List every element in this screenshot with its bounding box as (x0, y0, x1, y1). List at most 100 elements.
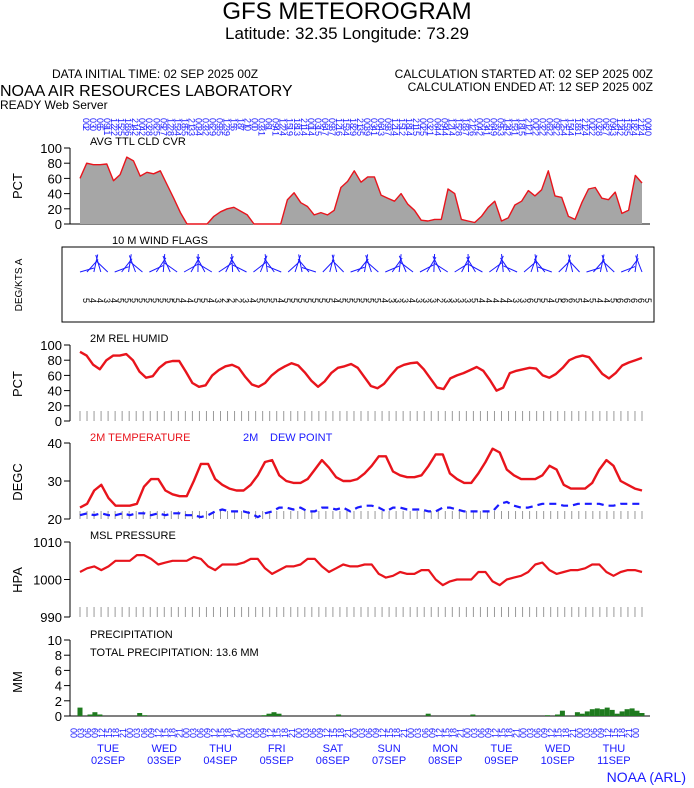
cloud-value-label: 13 (292, 126, 302, 136)
day-label: TUE (491, 743, 513, 755)
prec-bar (271, 712, 277, 716)
top-hour-label: 15 (453, 118, 463, 128)
top-hour-label: 00 (81, 118, 91, 128)
bottom-hour-label: 00 (406, 728, 416, 738)
date-label: 05SEP (260, 755, 294, 767)
bottom-hour-label: 06 (252, 728, 262, 738)
wind-speed-label: 4 (497, 298, 507, 303)
cloud-value-label: 55 (179, 126, 189, 136)
cloud-value-label: 14 (404, 126, 414, 136)
bottom-hour-label: 15 (273, 728, 283, 738)
wind-speed-label: 5 (123, 298, 133, 303)
cloud-value-label: 26 (467, 126, 477, 136)
bottom-hour-label: 03 (413, 728, 423, 738)
rh-title: 2M REL HUMID (90, 333, 168, 345)
top-hour-label: 18 (179, 118, 189, 128)
calc-started-label: CALCULATION STARTED AT: 02 SEP 2025 00Z (394, 67, 653, 81)
wind-barb (301, 267, 317, 273)
wind-speed-label: 3 (421, 298, 431, 303)
day-label: MON (432, 743, 458, 755)
bottom-hour-label: 15 (610, 728, 620, 738)
wind-speed-label: 5 (574, 298, 584, 303)
top-hour-label: 03 (257, 118, 267, 128)
prec-bar (77, 707, 83, 716)
bottom-hour-label: 03 (188, 728, 198, 738)
wind-speed-label: 6 (525, 298, 535, 303)
top-hour-label: 15 (116, 118, 126, 128)
wind-speed-label: 5 (296, 298, 306, 303)
bottom-hour-label: 12 (603, 728, 613, 738)
top-hour-label: 18 (460, 118, 470, 128)
wind-barb (218, 262, 233, 273)
prec-title: PRECIPITATION (90, 629, 173, 641)
wind-barb (298, 254, 303, 273)
bottom-hour-label: 09 (315, 728, 325, 738)
server-name: READY Web Server (0, 98, 108, 112)
cloud-value-label: 31 (257, 126, 267, 136)
wind-barb (267, 265, 282, 273)
temp-legend: 2M TEMPERATURE (90, 432, 190, 444)
cloud-value-label: 31 (510, 126, 520, 136)
day-label: SAT (323, 743, 344, 755)
bottom-hour-label: 00 (294, 728, 304, 738)
bottom-hour-label: 06 (83, 728, 93, 738)
cloud-value-label: 7 (236, 126, 246, 131)
wind-speed-label: 6 (622, 298, 632, 303)
bottom-hour-label: 18 (167, 728, 177, 738)
top-hour-label: 21 (524, 118, 534, 128)
wind-barb (635, 255, 643, 273)
bottom-hour-label: 21 (343, 728, 353, 738)
wind-speed-label: 4 (483, 298, 493, 303)
wind-barb (163, 262, 178, 273)
wind-speed-label: 5 (282, 298, 292, 303)
wind-speed-label: 5 (254, 298, 264, 303)
wind-speed-label: 4 (581, 298, 591, 303)
prec-bar (629, 708, 635, 716)
cloud-value-label: 27 (601, 126, 611, 136)
rh-tick-label: 40 (48, 384, 62, 399)
wind-barb (621, 266, 636, 273)
wind-barb (454, 263, 469, 273)
cloud-value-label: 43 (608, 126, 618, 136)
bottom-hour-label: 03 (469, 728, 479, 738)
bottom-hour-label: 00 (69, 728, 79, 738)
day-label: SUN (377, 743, 400, 755)
top-hour-label: 18 (573, 118, 583, 128)
dewpoint-line (79, 500, 642, 519)
rh-tick-label: 80 (48, 353, 62, 368)
wind-barb (114, 266, 129, 273)
bottom-hour-label: 00 (181, 728, 191, 738)
prec-tick-label: 10 (48, 633, 62, 648)
bottom-hour-label: 12 (491, 728, 501, 738)
wind-barb (601, 260, 615, 273)
bottom-hour-label: 15 (217, 728, 227, 738)
pres-title: MSL PRESSURE (90, 530, 176, 542)
pres-tick-label: 990 (40, 610, 62, 625)
wind-speed-label: 3 (414, 298, 424, 303)
wind-speed-label: 2 (227, 298, 237, 303)
bottom-hour-label: 00 (238, 728, 248, 738)
prec-bar (634, 710, 640, 716)
cloud-value-label: 24 (278, 126, 288, 136)
wind-speed-label: 5 (303, 298, 313, 303)
wind-speed-label: 5 (345, 298, 355, 303)
wind-speed-label: 4 (178, 298, 188, 303)
wind-speed-label: 5 (553, 298, 563, 303)
wind-speed-label: 5 (116, 298, 126, 303)
top-hour-label: 00 (587, 118, 597, 128)
wind-barb (634, 254, 638, 273)
cloud-value-label: 41 (271, 126, 281, 136)
wind-barb (466, 256, 476, 273)
wind-barb (568, 254, 574, 273)
bottom-hour-label: 18 (336, 728, 346, 738)
wind-barb (365, 260, 379, 273)
bottom-hour-label: 15 (329, 728, 339, 738)
wind-speed-label: 3 (241, 298, 251, 303)
bottom-hour-label: 21 (287, 728, 297, 738)
bottom-hour-label: 18 (617, 728, 627, 738)
prec-bar (142, 715, 148, 716)
cloud-ylabel: PCT (10, 173, 25, 199)
top-hour-label: 12 (165, 118, 175, 128)
bottom-hour-label: 18 (505, 728, 515, 738)
cloud-value-label: 28 (165, 126, 175, 136)
